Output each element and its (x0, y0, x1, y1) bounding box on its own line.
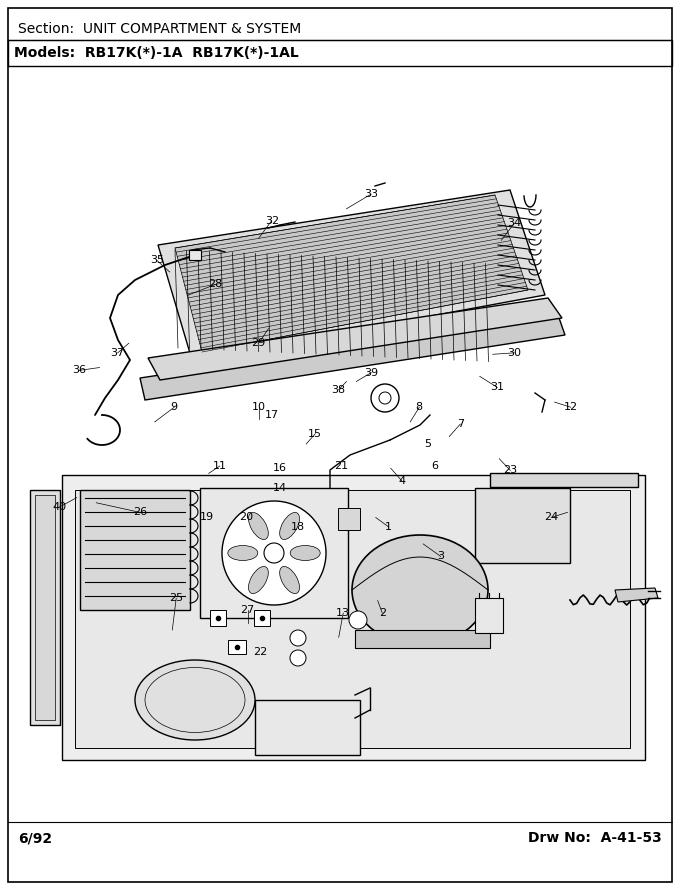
Circle shape (371, 384, 399, 412)
Ellipse shape (135, 660, 255, 740)
Text: 4: 4 (398, 476, 405, 486)
Polygon shape (148, 298, 562, 380)
Text: 20: 20 (239, 513, 253, 522)
Text: 8: 8 (415, 402, 423, 412)
Polygon shape (175, 195, 528, 352)
Circle shape (290, 650, 306, 666)
Text: 31: 31 (490, 383, 505, 392)
Text: 35: 35 (150, 255, 164, 265)
Text: 1: 1 (386, 522, 392, 532)
Bar (8, 40, 672, 66)
Bar (35, 495, 55, 720)
Text: 34: 34 (507, 218, 522, 229)
Bar (228, 640, 246, 654)
Text: 23: 23 (503, 465, 517, 475)
Bar (475, 488, 570, 563)
Ellipse shape (279, 513, 299, 539)
Text: 3: 3 (437, 552, 444, 562)
Text: 7: 7 (457, 419, 464, 429)
Ellipse shape (279, 567, 299, 594)
Bar (200, 488, 348, 618)
Text: 6/92: 6/92 (18, 831, 52, 845)
Text: 39: 39 (364, 368, 378, 377)
Circle shape (349, 611, 367, 629)
Text: 28: 28 (208, 279, 222, 289)
Bar (210, 610, 226, 626)
Text: 12: 12 (564, 402, 578, 412)
Text: 33: 33 (364, 189, 378, 199)
Text: 30: 30 (507, 348, 521, 358)
Ellipse shape (228, 546, 258, 561)
Bar (475, 598, 503, 633)
Ellipse shape (290, 546, 320, 561)
Bar (254, 610, 270, 626)
Ellipse shape (248, 513, 269, 539)
Text: 9: 9 (171, 402, 177, 412)
Text: 27: 27 (241, 605, 255, 615)
Text: 29: 29 (252, 338, 266, 348)
Text: 32: 32 (265, 215, 279, 225)
Text: 25: 25 (169, 594, 184, 603)
Text: 24: 24 (544, 513, 558, 522)
Text: 21: 21 (335, 461, 348, 471)
Text: 13: 13 (336, 608, 350, 618)
Text: Models:  RB17K(*)-1A  RB17K(*)-1AL: Models: RB17K(*)-1A RB17K(*)-1AL (14, 46, 299, 60)
Ellipse shape (352, 535, 488, 645)
Text: 38: 38 (332, 384, 345, 394)
Text: 2: 2 (379, 608, 386, 618)
Text: 11: 11 (213, 461, 226, 471)
Text: Section:  UNIT COMPARTMENT & SYSTEM: Section: UNIT COMPARTMENT & SYSTEM (18, 22, 301, 36)
Text: 15: 15 (308, 429, 322, 439)
Text: 36: 36 (71, 366, 86, 376)
Text: 6: 6 (430, 461, 438, 471)
Polygon shape (338, 508, 360, 530)
Text: 26: 26 (133, 507, 147, 517)
Bar (355, 630, 490, 648)
Ellipse shape (248, 567, 269, 594)
Text: 16: 16 (273, 463, 287, 473)
Text: 14: 14 (273, 483, 287, 493)
Circle shape (264, 543, 284, 563)
Text: 5: 5 (424, 439, 431, 449)
Circle shape (222, 501, 326, 605)
Polygon shape (75, 490, 630, 748)
Bar (490, 473, 638, 487)
Bar (189, 250, 201, 260)
Text: 18: 18 (290, 522, 305, 532)
Bar (255, 700, 360, 755)
Polygon shape (62, 475, 645, 760)
Bar (30, 490, 60, 725)
Polygon shape (140, 315, 565, 400)
Text: 19: 19 (200, 513, 214, 522)
Circle shape (290, 630, 306, 646)
Text: 10: 10 (252, 402, 266, 412)
Text: Drw No:  A-41-53: Drw No: A-41-53 (528, 831, 662, 845)
Polygon shape (158, 190, 545, 360)
Text: 37: 37 (111, 348, 124, 358)
Polygon shape (615, 588, 658, 602)
Bar (80, 490, 190, 610)
Text: 40: 40 (52, 502, 66, 512)
Text: 22: 22 (254, 647, 268, 657)
Text: 17: 17 (265, 409, 279, 419)
